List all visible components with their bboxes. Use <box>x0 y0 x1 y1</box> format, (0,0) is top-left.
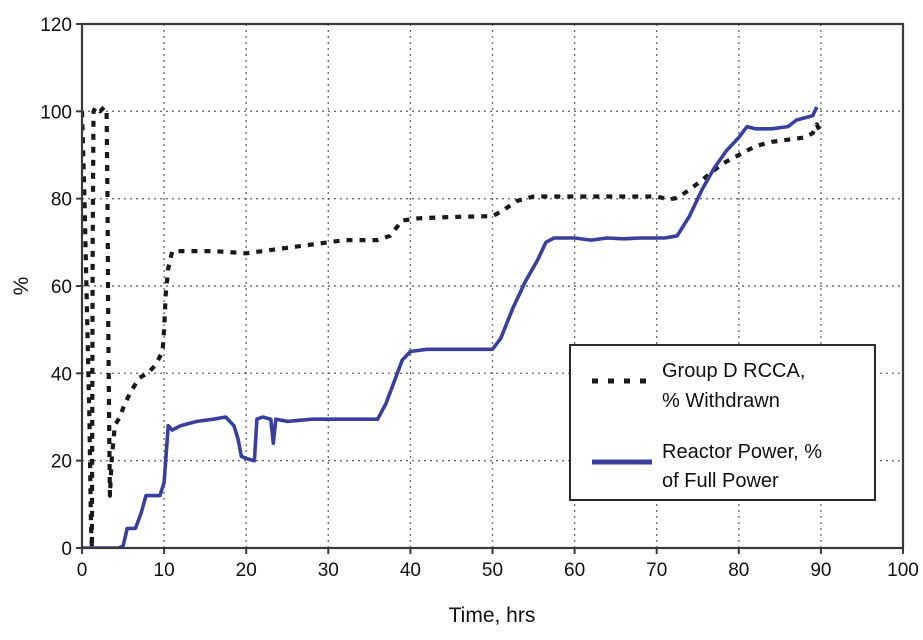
legend-label-rcca-line1: Group D RCCA, <box>662 360 805 382</box>
legend-label-power-line1: Reactor Power, % <box>662 441 822 463</box>
tick-layer: 0 10 20 30 40 50 60 70 80 90 100 0 20 40 60 80 100 120 <box>40 15 919 581</box>
x-tick-label: 80 <box>728 560 749 581</box>
x-tick-label: 0 <box>77 560 88 581</box>
legend-label-power-line2: of Full Power <box>662 470 779 492</box>
y-tick-label: 60 <box>51 277 72 298</box>
x-tick-label: 10 <box>154 560 175 581</box>
x-tick-label: 40 <box>400 560 421 581</box>
x-tick-label: 60 <box>564 560 585 581</box>
y-tick-label: 100 <box>40 102 72 123</box>
y-tick-label: 80 <box>51 190 72 211</box>
x-tick-label: 70 <box>646 560 667 581</box>
legend-label-rcca-line2: % Withdrawn <box>662 390 780 412</box>
x-tick-label: 90 <box>810 560 831 581</box>
x-tick-label: 20 <box>236 560 257 581</box>
y-tick-label: 20 <box>51 452 72 473</box>
y-axis-title: % <box>10 277 33 296</box>
x-axis-title: Time, hrs <box>449 604 536 627</box>
legend-box <box>569 344 876 501</box>
y-tick-label: 120 <box>40 15 72 36</box>
series-line-reactor-power <box>82 106 819 548</box>
legend: Group D RCCA, % Withdrawn Reactor Power,… <box>569 344 876 501</box>
series-layer <box>82 104 823 548</box>
x-tick-label: 100 <box>887 560 919 581</box>
y-tick-label: 0 <box>61 539 72 560</box>
x-tick-label: 50 <box>482 560 503 581</box>
y-tick-label: 40 <box>51 364 72 385</box>
x-tick-label: 30 <box>318 560 339 581</box>
